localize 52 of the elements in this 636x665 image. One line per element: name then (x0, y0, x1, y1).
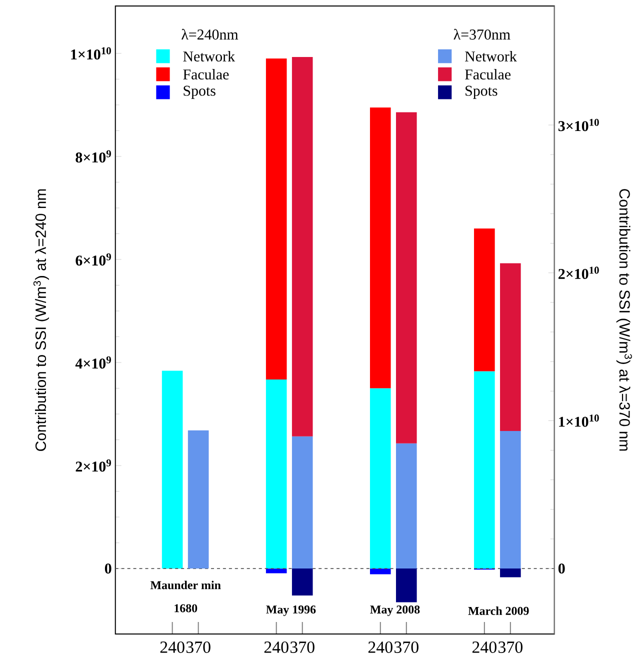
legend-label: Network (182, 50, 235, 62)
y-tick-label: 6×10$^{9}$ (76, 253, 111, 266)
legend-label: Spots (184, 86, 216, 99)
x-tick-label: 240 (472, 642, 496, 653)
y-tick-label: 2×10$^{9}$ (76, 459, 111, 472)
bar (292, 436, 313, 569)
y2-axis-title: Contribution to SSI (W/m$^{3}$) at λ=370 nm (616, 189, 632, 451)
x-tick-label: 240 (368, 642, 392, 653)
bar (266, 380, 287, 569)
y-tick-label: 8×10$^{9}$ (76, 150, 111, 163)
x-tick-label: 370 (290, 642, 314, 653)
x-tick-label: 370 (498, 642, 522, 653)
legend-label: Faculae (182, 69, 229, 80)
annotation: May 1996 (266, 606, 316, 616)
bar (396, 112, 417, 444)
y2-tick-label: 1×10$^{10}$ (558, 414, 599, 427)
bar (292, 568, 313, 596)
legend-label: Faculae (464, 69, 510, 80)
y2-tick-label: 3×10$^{10}$ (558, 118, 599, 132)
annotation: Maunder min (150, 580, 221, 590)
bar (266, 58, 287, 380)
x-tick-label: 370 (186, 642, 210, 653)
y2-tick-label: 2×10$^{10}$ (558, 266, 599, 279)
x-tick-label: 240 (264, 642, 288, 653)
bar (500, 431, 521, 569)
y-tick-label: 0 (104, 564, 112, 574)
bar (500, 568, 521, 578)
y-tick-label: 4×10$^{9}$ (75, 356, 111, 369)
bar (370, 568, 391, 574)
x-tick-label: 370 (394, 642, 418, 653)
y-axis-title: Contribution to SSI (W/m$^{3}$) at λ=240 nm (33, 189, 49, 451)
legend-label: Spots (465, 86, 498, 99)
bar (162, 370, 183, 569)
annotation: λ=370nm (454, 28, 510, 40)
annotation: March 2009 (468, 606, 529, 615)
bar (474, 228, 495, 372)
y2-tick-label: 0 (558, 563, 565, 574)
bar (370, 107, 391, 388)
bar (474, 371, 495, 569)
bar (266, 568, 287, 574)
annotation: May 2008 (370, 605, 420, 616)
x-tick-label: 240 (160, 642, 184, 653)
annotation: λ=240nm (181, 28, 238, 40)
bar (370, 388, 391, 569)
bar (396, 568, 417, 602)
bar (500, 263, 521, 432)
annotation: 1680 (174, 604, 197, 612)
bar (396, 443, 417, 569)
bar (188, 430, 209, 569)
bar (292, 57, 313, 436)
y-tick-label: 1×10$^{10}$ (70, 47, 111, 60)
legend-label: Network (464, 50, 517, 62)
